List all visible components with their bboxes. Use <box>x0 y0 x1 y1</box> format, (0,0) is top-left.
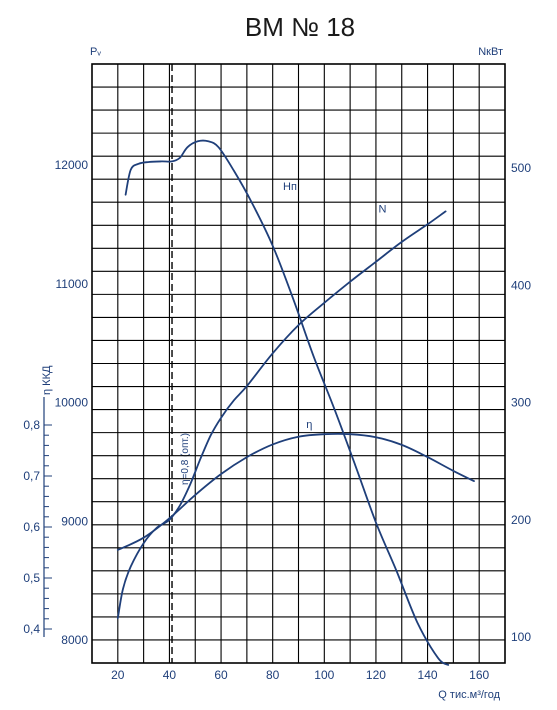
x-tick-label: 80 <box>266 668 280 682</box>
series-labels: Hп Nη <box>283 181 387 431</box>
x-tick-label: 100 <box>314 668 334 682</box>
eta-axis-label: η ККД <box>41 365 53 395</box>
x-tick-label: 20 <box>111 668 125 682</box>
x-axis-label: Q тис.м³/год <box>438 689 500 701</box>
eta-tick-label: 0,8 <box>23 418 40 432</box>
left-tick-label: 12000 <box>55 158 89 172</box>
right-tick-label: 300 <box>511 396 531 410</box>
series-hp-label: Hп <box>283 181 297 193</box>
series-n-label: N <box>379 204 387 216</box>
curves <box>116 139 475 666</box>
left-tick-label: 8000 <box>61 633 88 647</box>
x-tick-label: 40 <box>163 668 177 682</box>
right-tick-label: 400 <box>511 278 531 292</box>
eta-tick-label: 0,5 <box>23 571 40 585</box>
eta-tick-label: 0,7 <box>23 469 40 483</box>
series-n-line <box>116 210 447 620</box>
optimum-label: η=0,8 (опт.) <box>180 433 191 485</box>
x-tick-label: 120 <box>366 668 386 682</box>
plot-border <box>91 63 506 664</box>
eta-tick-label: 0,6 <box>23 520 40 534</box>
chart-title: ВМ № 18 <box>245 12 355 42</box>
left-tick-label: 9000 <box>61 514 88 528</box>
series-hp-line <box>124 139 450 666</box>
right-tick-label: 100 <box>511 630 531 644</box>
grid <box>92 64 505 663</box>
plot-frame <box>91 63 506 664</box>
x-tick-label: 60 <box>214 668 228 682</box>
x-tick-label: 160 <box>469 668 489 682</box>
eta-tick-label: 0,4 <box>23 622 40 636</box>
right-tick-label: 200 <box>511 513 531 527</box>
left-tick-label: 10000 <box>55 396 89 410</box>
x-tick-label: 140 <box>418 668 438 682</box>
series-eta-line <box>116 432 475 551</box>
ticks: 20 40 60 80 100 120 140 160 8000 9000 10000 11000 12… <box>23 64 531 682</box>
right-axis-label: NкВт <box>478 46 503 58</box>
series-eta-label: η <box>306 419 312 431</box>
left-axis-label: Pᵥ <box>90 46 101 58</box>
left-tick-label: 11000 <box>56 277 89 291</box>
right-tick-label: 500 <box>511 161 531 175</box>
